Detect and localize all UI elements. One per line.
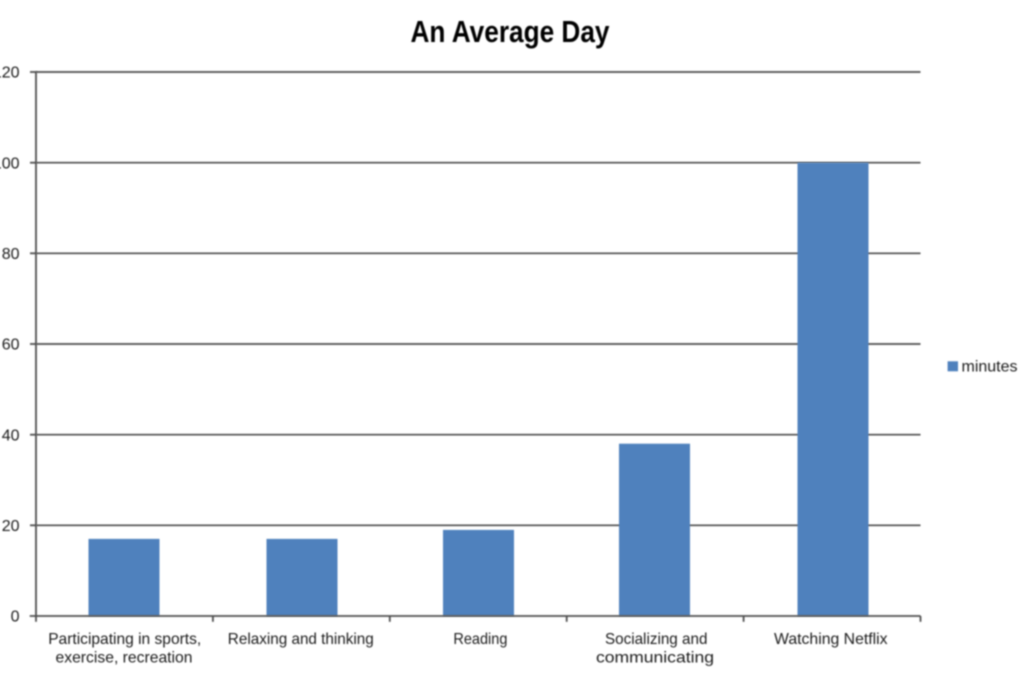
svg-text:minutes: minutes (962, 358, 1018, 375)
svg-text:Socializing and: Socializing and (605, 631, 708, 648)
svg-text:80: 80 (2, 246, 20, 263)
svg-text:An Average Day: An Average Day (411, 14, 611, 49)
svg-text:20: 20 (2, 518, 20, 535)
svg-text:Reading: Reading (453, 631, 507, 648)
svg-text:60: 60 (2, 337, 20, 354)
svg-text:communicating: communicating (596, 650, 714, 667)
svg-text:Watching Netflix: Watching Netflix (774, 631, 888, 648)
svg-text:exercise, recreation: exercise, recreation (56, 650, 193, 667)
svg-text:100: 100 (0, 155, 20, 172)
svg-text:0: 0 (11, 609, 20, 626)
svg-text:Participating in sports,: Participating in sports, (48, 631, 201, 648)
svg-text:120: 120 (0, 65, 20, 82)
svg-text:40: 40 (2, 427, 20, 444)
svg-text:Relaxing and thinking: Relaxing and thinking (228, 631, 374, 648)
